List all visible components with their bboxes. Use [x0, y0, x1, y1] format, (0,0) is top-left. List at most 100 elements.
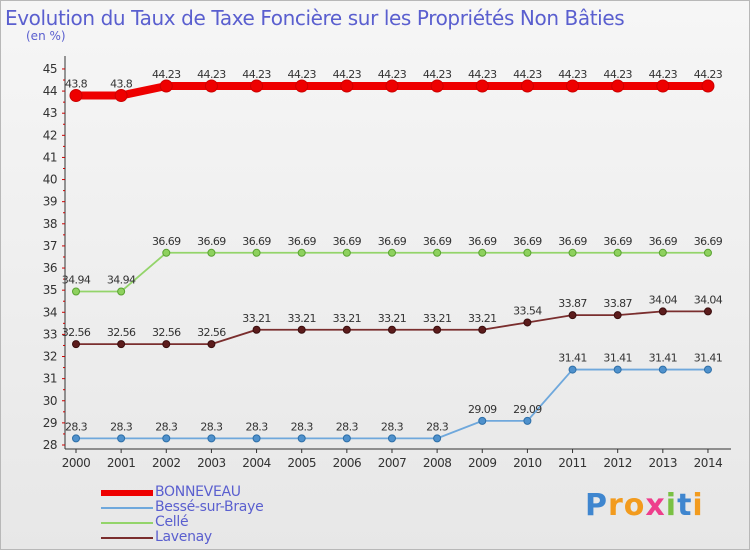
- y-tick-label: 40: [43, 173, 57, 187]
- data-label: 33.87: [603, 297, 632, 310]
- data-point: [72, 340, 80, 349]
- legend-swatch-lavenay: [101, 537, 153, 539]
- legend-swatch-besse: [101, 507, 153, 509]
- data-point: [72, 287, 80, 296]
- data-point: [295, 79, 309, 93]
- data-point: [701, 79, 715, 93]
- data-label: 44.23: [242, 68, 271, 81]
- data-label: 32.56: [152, 326, 181, 339]
- logo-letter: i: [692, 488, 704, 523]
- x-tick-label: 2014: [694, 456, 723, 470]
- data-point: [250, 79, 264, 93]
- data-point: [523, 416, 532, 425]
- y-tick-label: 28: [43, 438, 57, 452]
- y-tick-label: 35: [43, 283, 57, 297]
- data-point: [566, 79, 580, 93]
- y-tick-label: 41: [43, 150, 57, 164]
- x-tick-label: 2013: [649, 456, 678, 470]
- x-tick-label: 2007: [378, 456, 407, 470]
- data-point: [568, 311, 577, 320]
- data-label: 44.23: [649, 68, 678, 81]
- x-tick-label: 2009: [468, 456, 497, 470]
- data-label: 43.8: [65, 78, 88, 91]
- data-point: [613, 248, 622, 257]
- data-label: 36.69: [513, 235, 542, 248]
- data-point: [478, 416, 487, 425]
- x-tick-label: 2002: [152, 456, 181, 470]
- data-label: 36.69: [423, 235, 452, 248]
- data-point: [207, 340, 216, 349]
- data-label: 31.41: [558, 352, 587, 365]
- data-label: 32.56: [62, 326, 91, 339]
- data-point: [162, 340, 171, 349]
- data-label: 36.69: [603, 235, 632, 248]
- data-label: 33.21: [468, 312, 497, 325]
- data-point: [613, 365, 622, 374]
- data-label: 36.69: [197, 235, 226, 248]
- data-point: [523, 318, 532, 327]
- data-point: [207, 248, 216, 257]
- data-label: 36.69: [152, 235, 181, 248]
- x-tick-label: 2008: [423, 456, 452, 470]
- x-tick-label: 2000: [62, 456, 91, 470]
- data-point: [523, 248, 532, 257]
- data-point: [207, 434, 216, 443]
- x-tick-label: 2004: [242, 456, 271, 470]
- data-label: 36.69: [333, 235, 362, 248]
- legend-label-besse: Bessé-sur-Braye: [155, 499, 264, 515]
- chart-title: Evolution du Taux de Taxe Foncière sur l…: [5, 6, 625, 30]
- data-point: [568, 365, 577, 374]
- data-point: [611, 79, 625, 93]
- data-label: 34.04: [694, 293, 723, 306]
- x-tick-label: 2003: [197, 456, 226, 470]
- legend-label-bonneveau: BONNEVEAU: [155, 484, 241, 500]
- logo-letter: r: [608, 488, 624, 523]
- y-tick-label: 29: [43, 416, 57, 430]
- data-point: [297, 248, 306, 257]
- data-label: 28.3: [336, 420, 359, 433]
- data-point: [297, 434, 306, 443]
- data-point: [520, 79, 534, 93]
- y-tick-label: 37: [43, 239, 57, 253]
- data-point: [297, 325, 306, 334]
- data-point: [478, 325, 487, 334]
- x-tick-label: 2012: [603, 456, 632, 470]
- data-label: 29.09: [513, 403, 542, 416]
- data-label: 36.69: [468, 235, 497, 248]
- data-point: [703, 248, 712, 257]
- data-label: 32.56: [197, 326, 226, 339]
- y-tick-label: 43: [43, 106, 57, 120]
- x-tick-label: 2001: [107, 456, 136, 470]
- data-point: [342, 325, 351, 334]
- data-point: [69, 89, 83, 103]
- data-label: 28.3: [200, 420, 223, 433]
- y-tick-label: 44: [43, 84, 57, 98]
- data-label: 29.09: [468, 403, 497, 416]
- logo-letter: x: [645, 488, 666, 523]
- data-point: [658, 307, 667, 316]
- data-label: 31.41: [649, 352, 678, 365]
- y-tick-label: 31: [43, 372, 57, 386]
- data-label: 36.69: [378, 235, 407, 248]
- data-label: 33.54: [513, 304, 542, 317]
- data-label: 31.41: [694, 352, 723, 365]
- data-label: 33.21: [242, 312, 271, 325]
- data-label: 33.87: [558, 297, 587, 310]
- y-axis-unit-label: (en %): [26, 29, 66, 43]
- y-tick-label: 38: [43, 217, 57, 231]
- data-point: [340, 79, 354, 93]
- x-tick-label: 2005: [287, 456, 316, 470]
- data-point: [117, 434, 126, 443]
- data-label: 33.21: [378, 312, 407, 325]
- y-tick-label: 34: [43, 305, 57, 319]
- data-point: [433, 434, 442, 443]
- y-tick-label: 39: [43, 195, 57, 209]
- data-label: 34.94: [62, 273, 91, 286]
- data-point: [387, 434, 396, 443]
- data-point: [430, 79, 444, 93]
- data-point: [252, 248, 261, 257]
- data-point: [433, 248, 442, 257]
- legend-label-celle: Cellé: [155, 514, 189, 530]
- data-point: [114, 89, 128, 103]
